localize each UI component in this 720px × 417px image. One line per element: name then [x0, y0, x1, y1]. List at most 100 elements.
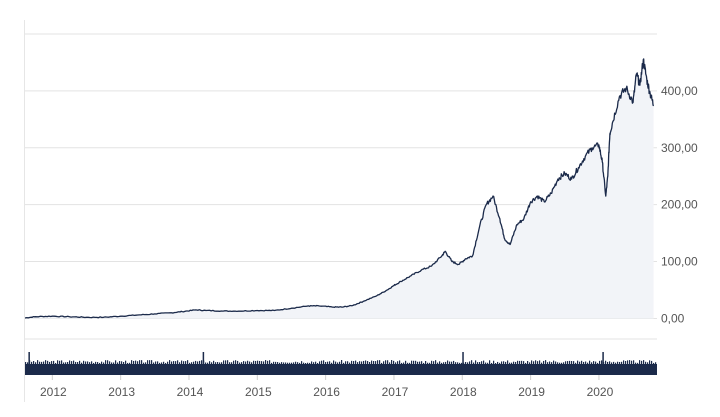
volume-bar: [269, 360, 271, 364]
volume-bar: [127, 362, 129, 364]
volume-spike: [462, 352, 464, 364]
volume-bar: [329, 361, 331, 364]
volume-bar: [233, 360, 235, 364]
volume-bar: [217, 362, 219, 364]
volume-bar: [153, 362, 155, 364]
volume-bar: [145, 362, 147, 364]
volume-bar: [149, 360, 151, 364]
volume-bar: [597, 362, 599, 364]
volume-bar: [31, 361, 33, 364]
volume-bar: [325, 361, 327, 364]
volume-bar: [619, 361, 621, 364]
volume-bar: [607, 361, 609, 364]
volume-bar: [481, 361, 483, 364]
volume-bar: [307, 362, 309, 364]
volume-bar: [93, 362, 95, 364]
volume-bar: [383, 361, 385, 364]
volume-bar: [561, 362, 563, 364]
volume-bar: [277, 362, 279, 364]
volume-bar: [257, 360, 259, 364]
volume-bar: [653, 362, 655, 364]
volume-bar: [71, 361, 73, 364]
volume-bar: [315, 361, 317, 364]
volume-bar: [361, 361, 363, 364]
volume-bar: [363, 360, 365, 364]
volume-bar: [373, 361, 375, 364]
volume-bar: [409, 362, 411, 364]
volume-bar: [335, 361, 337, 364]
volume-bar: [633, 360, 635, 364]
price-area: [25, 58, 654, 319]
volume-bar: [319, 361, 321, 364]
volume-bar: [585, 361, 587, 364]
volume-bar: [139, 360, 141, 364]
volume-bar: [95, 361, 97, 364]
volume-bar: [129, 362, 131, 364]
volume-bar: [89, 362, 91, 364]
volume-bar: [471, 360, 473, 364]
volume-bar: [625, 360, 627, 364]
volume-bar: [87, 361, 89, 364]
volume-bar: [499, 362, 501, 364]
volume-bar: [251, 362, 253, 364]
volume-bar: [435, 360, 437, 364]
volume-bar: [615, 362, 617, 364]
y-tick-label: 200,00: [661, 198, 698, 212]
volume-bar: [207, 362, 209, 364]
volume-bar: [461, 362, 463, 364]
y-tick-label: 300,00: [661, 141, 698, 155]
volume-bar: [175, 361, 177, 364]
volume-bar: [541, 362, 543, 364]
volume-bar: [353, 361, 355, 364]
volume-bar: [177, 360, 179, 364]
volume-bar: [417, 361, 419, 364]
volume-bar: [623, 360, 625, 364]
volume-bar: [405, 360, 407, 364]
y-tick-label: 100,00: [661, 255, 698, 269]
volume-bar: [285, 362, 287, 364]
volume-bar: [423, 362, 425, 364]
volume-bar: [639, 360, 641, 364]
volume-bar: [323, 360, 325, 364]
volume-bar: [61, 360, 63, 364]
volume-bar: [337, 362, 339, 364]
volume-bar: [555, 361, 557, 364]
x-tick-label: 2020: [587, 385, 614, 399]
volume-bar: [523, 361, 525, 364]
x-axis-ticks: 2012 2013 2014 2015 2016 2017 2018 2019 2020: [40, 375, 614, 399]
volume-bar: [497, 361, 499, 364]
volume-bar: [291, 362, 293, 364]
volume-bar: [57, 360, 59, 364]
volume-bar: [531, 360, 533, 364]
volume-bar: [357, 362, 359, 364]
volume-bar: [241, 362, 243, 364]
volume-bar: [49, 361, 51, 364]
volume-bar: [571, 360, 573, 364]
volume-bar: [345, 361, 347, 364]
volume-bar: [403, 362, 405, 364]
volume-spike: [202, 352, 205, 364]
volume-bar: [575, 362, 577, 364]
volume-bar: [359, 361, 361, 364]
volume-bar: [395, 362, 397, 364]
volume-bar: [559, 362, 561, 364]
volume-bar: [143, 362, 145, 364]
volume-spike: [28, 352, 30, 364]
volume-bar: [479, 361, 481, 364]
x-tick-label: 2016: [313, 385, 340, 399]
volume-bar: [69, 360, 71, 364]
volume-bar: [219, 362, 221, 364]
volume-bar: [33, 361, 35, 364]
volume-bar: [447, 360, 449, 364]
volume-bar: [103, 362, 105, 364]
volume-bar: [79, 360, 81, 364]
volume-bar: [645, 361, 647, 364]
volume-bar: [563, 362, 565, 364]
volume-bar: [81, 362, 83, 364]
volume-bar: [437, 362, 439, 364]
volume-bar: [197, 361, 199, 364]
volume-bar: [271, 362, 273, 364]
volume-bar: [191, 362, 193, 364]
volume-bar: [527, 361, 529, 364]
